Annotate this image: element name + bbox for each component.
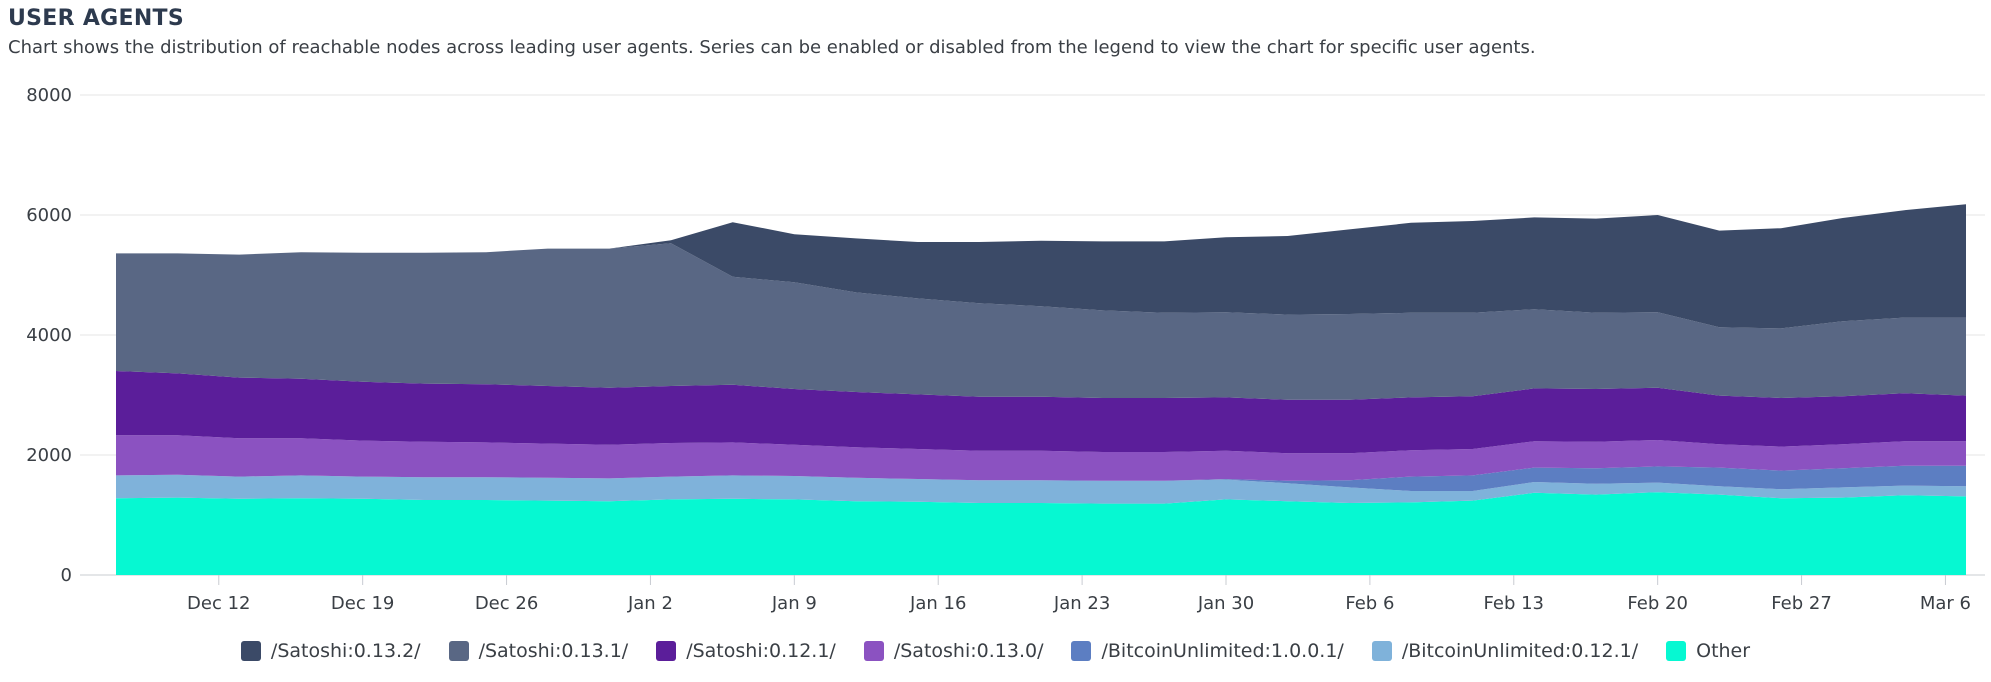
legend-item[interactable]: /Satoshi:0.13.2/ [240, 640, 421, 662]
area-chart: 0 2000 4000 6000 8000 Dec 12 Dec 19 Dec 26 Jan 2… [26, 85, 1985, 614]
x-tick-label: Mar 6 [1920, 593, 1971, 614]
y-tick-label: 4000 [26, 325, 72, 346]
legend-item[interactable]: /BitcoinUnlimited:0.12.1/ [1371, 640, 1639, 662]
legend-label: /Satoshi:0.13.0/ [893, 640, 1044, 662]
legend-label: /Satoshi:0.12.1/ [686, 640, 836, 662]
y-tick-label: 2000 [26, 445, 72, 466]
x-tick-label: Feb 6 [1345, 593, 1394, 614]
x-tick-label: Jan 30 [1197, 593, 1254, 614]
series-area-other[interactable] [116, 492, 1966, 575]
series-area-satoshi-0-13-0[interactable] [116, 435, 1966, 481]
legend-swatch [448, 641, 469, 661]
x-tick-label: Jan 2 [627, 593, 673, 614]
series-area-bitcoinunlimited-0-12-1[interactable] [116, 474, 1966, 504]
y-tick-label: 8000 [26, 85, 72, 106]
x-tick-label: Jan 23 [1053, 593, 1110, 614]
axes: 0 2000 4000 6000 8000 Dec 12 Dec 19 Dec 26 Jan 2… [26, 85, 1971, 614]
x-tick-label: Feb 13 [1484, 593, 1545, 614]
legend-label: /BitcoinUnlimited:1.0.0.1/ [1101, 640, 1344, 662]
series-area-bitcoinunlimited-1-0-0-1[interactable] [116, 465, 1966, 491]
x-tick-label: Dec 26 [475, 593, 538, 614]
series-area-satoshi-0-13-1[interactable] [116, 243, 1966, 400]
legend-swatch [1666, 641, 1687, 661]
x-tick-label: Jan 9 [771, 593, 817, 614]
legend-item[interactable]: /Satoshi:0.13.0/ [863, 640, 1044, 662]
series-area-satoshi-0-13-2[interactable] [116, 204, 1966, 329]
chart-legend: /Satoshi:0.13.2/ /Satoshi:0.13.1/ /Satoshi… [0, 640, 1991, 662]
x-tick-label: Feb 20 [1627, 593, 1688, 614]
x-tick-label: Jan 16 [909, 593, 966, 614]
y-tick-label: 0 [61, 565, 72, 586]
legend-swatch [1071, 641, 1092, 661]
legend-swatch [240, 641, 261, 661]
legend-item[interactable]: /BitcoinUnlimited:1.0.0.1/ [1071, 640, 1344, 662]
legend-label: Other [1696, 640, 1751, 662]
chart-header: USER AGENTS Chart shows the distribution… [8, 4, 1978, 60]
x-tick-label: Dec 19 [331, 593, 394, 614]
series-area-satoshi-0-12-1[interactable] [116, 371, 1966, 454]
legend-swatch [656, 641, 677, 661]
legend-label: /BitcoinUnlimited:0.12.1/ [1401, 640, 1639, 662]
legend-label: /Satoshi:0.13.1/ [478, 640, 629, 662]
y-tick-label: 6000 [26, 205, 72, 226]
legend-swatch [863, 641, 884, 661]
legend-item[interactable]: /Satoshi:0.12.1/ [656, 640, 836, 662]
series-areas [116, 204, 1966, 575]
x-tick-label: Feb 27 [1771, 593, 1832, 614]
x-tick-label: Dec 12 [187, 593, 250, 614]
legend-item[interactable]: /Satoshi:0.13.1/ [448, 640, 629, 662]
legend-label: /Satoshi:0.13.2/ [270, 640, 421, 662]
legend-item[interactable]: Other [1666, 640, 1750, 662]
chart-subtitle: Chart shows the distribution of reachabl… [8, 37, 1536, 58]
chart-title: USER AGENTS [8, 6, 185, 31]
legend-swatch [1371, 641, 1392, 661]
